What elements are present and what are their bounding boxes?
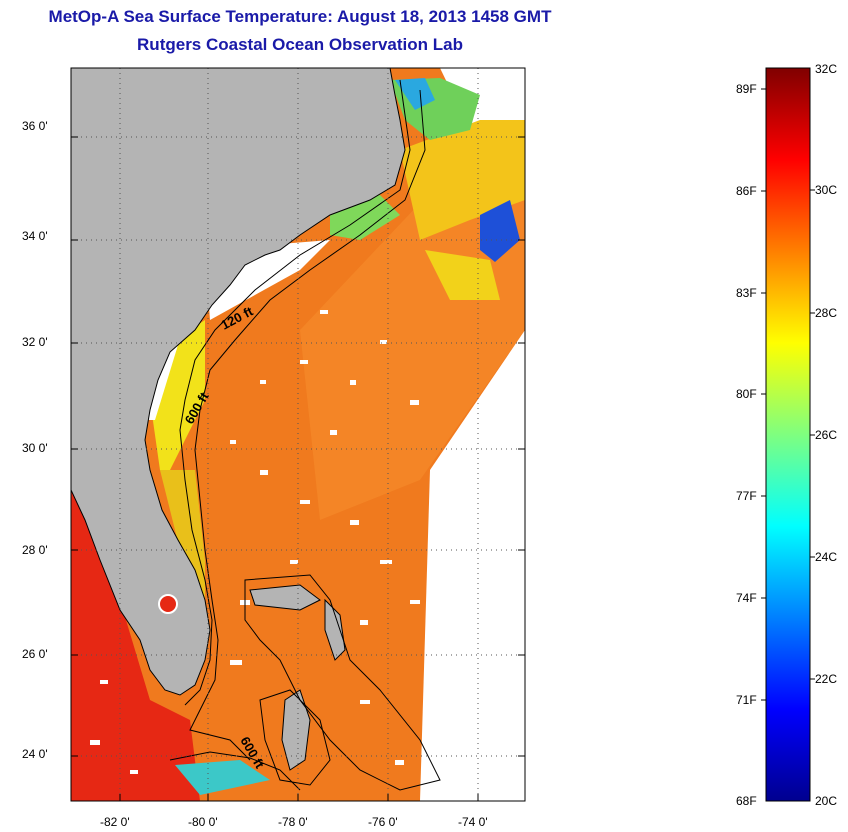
map-field: [71, 68, 525, 801]
depth-contour-600ft: [189, 89, 426, 761]
lon-label-80: -80 0': [188, 815, 218, 829]
cb-label-30c: 30C: [815, 183, 838, 197]
cb-label-77f: 77F: [736, 489, 757, 503]
cb-label-22c: 22C: [815, 672, 838, 686]
cloud-gap-east: [420, 330, 525, 801]
cb-label-20c: 20C: [815, 794, 838, 808]
cb-label-28c: 28C: [815, 306, 838, 320]
depth-contour-keys: [169, 751, 301, 791]
cb-label-68f: 68F: [736, 794, 757, 808]
ocean-warm-band: [300, 150, 525, 520]
colorbar-ticks: [761, 88, 815, 701]
lon-label-78: -78 0': [278, 815, 308, 829]
depth-contour-bahamas: [244, 574, 441, 791]
colorbar: [765, 67, 811, 802]
lat-label-28: 28 0': [22, 543, 48, 557]
lat-label-30: 30 0': [22, 441, 48, 455]
lat-label-36: 36 0': [22, 119, 48, 133]
cb-label-26c: 26C: [815, 428, 838, 442]
land-us-east-coast: [71, 68, 406, 696]
cb-label-86f: 86F: [736, 184, 757, 198]
lat-label-24: 24 0': [22, 747, 48, 761]
bahamas-andros: [281, 689, 311, 771]
lon-label-76: -76 0': [368, 815, 398, 829]
bahamas-abaco: [324, 598, 346, 661]
lake-okeechobee: [158, 594, 178, 614]
cb-label-80f: 80F: [736, 387, 757, 401]
cb-label-32c: 32C: [815, 62, 838, 76]
cb-label-89f: 89F: [736, 82, 757, 96]
lat-label-34: 34 0': [22, 229, 48, 243]
cb-label-74f: 74F: [736, 591, 757, 605]
keys-cool-water: [175, 760, 270, 795]
cb-label-83f: 83F: [736, 286, 757, 300]
bahamas-grand-bahama: [249, 584, 321, 611]
frame-ticks: [71, 136, 525, 801]
graticule: [71, 68, 525, 801]
coastal-yellow-georgia: [150, 320, 205, 470]
lon-label-82: -82 0': [100, 815, 130, 829]
lon-label-74: -74 0': [458, 815, 488, 829]
depth-contour-bahamas-inner: [259, 689, 331, 786]
cold-blue-patch: [480, 200, 520, 262]
depth-contour-120ft: [179, 79, 411, 706]
map-subtitle: Rutgers Coastal Ocean Observation Lab: [137, 35, 463, 54]
cloud-specks: [90, 310, 420, 774]
cb-label-71f: 71F: [736, 693, 757, 707]
cb-label-24c: 24C: [815, 550, 838, 564]
map-title: MetOp-A Sea Surface Temperature: August …: [48, 7, 552, 26]
cold-water-north: [395, 78, 435, 110]
lat-label-26: 26 0': [22, 647, 48, 661]
yellow-patch-east: [425, 250, 500, 300]
lat-label-32: 32 0': [22, 335, 48, 349]
